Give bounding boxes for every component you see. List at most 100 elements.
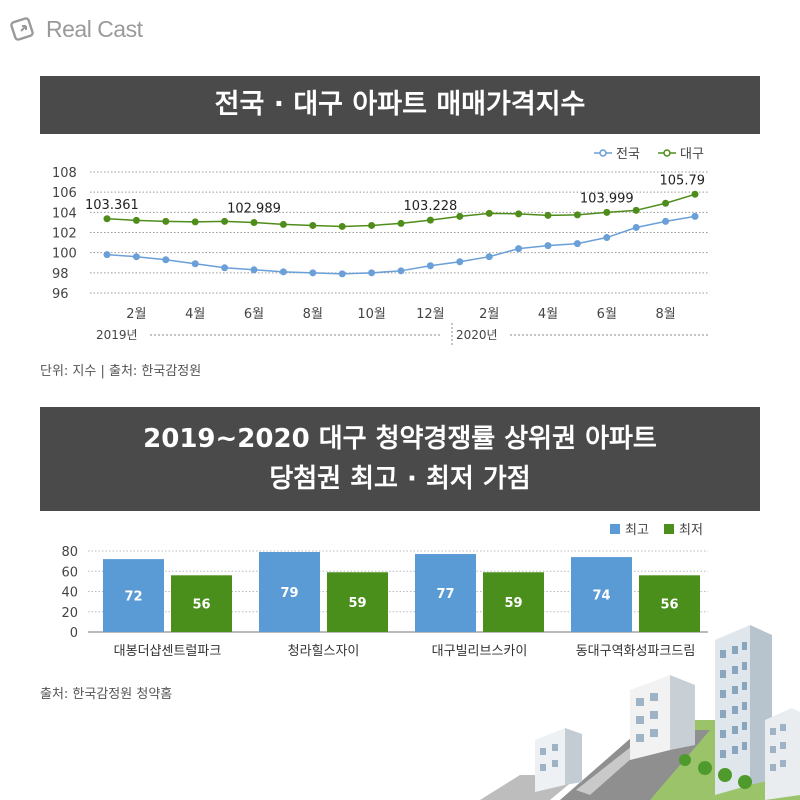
- bar: [571, 557, 632, 632]
- data-label: 103.361: [85, 198, 139, 213]
- legend-label: 최저: [679, 523, 703, 538]
- category-label: 대구빌리브스카이: [432, 644, 528, 659]
- subscription-source-note: 출처: 한국감정원 청약홈: [40, 687, 173, 702]
- mid-building: [630, 675, 695, 760]
- legend-marker: [599, 149, 607, 157]
- data-point: [221, 217, 229, 225]
- year-label: 2020년: [456, 328, 498, 342]
- y-tick-label: 108: [52, 166, 77, 181]
- price-index-line-chart: 96 98 100 102 104 106 108 2월 4월 6월 8월 10월 12월 2월 4월 6월 8…: [52, 147, 708, 345]
- subscription-bar-chart: 0 20 40 60 80 72 56 대봉더샵센트럴파크 79 59 청라힐스자이 77 59 대구빌리…: [61, 523, 708, 659]
- data-point: [662, 199, 670, 207]
- category-label: 동대구역화성파크드림: [576, 644, 696, 659]
- data-point: [279, 220, 287, 228]
- data-label: 102.989: [227, 202, 281, 217]
- bar: [103, 559, 164, 632]
- data-point: [191, 260, 199, 268]
- data-point: [338, 270, 346, 278]
- year-label: 2019년: [96, 328, 138, 342]
- trees: [679, 754, 752, 789]
- bar-value-label: 59: [348, 596, 366, 611]
- x-tick-label: 6월: [597, 307, 617, 322]
- bar: [415, 554, 476, 632]
- data-point: [691, 212, 699, 220]
- bar-value-label: 59: [504, 596, 522, 611]
- y-tick-label: 104: [52, 206, 77, 221]
- price-index-source-note: 단위: 지수 | 출처: 한국감정원: [40, 364, 202, 379]
- legend-swatch: [664, 524, 674, 534]
- legend-label: 대구: [680, 147, 704, 162]
- x-tick-label: 12월: [416, 307, 445, 322]
- data-point: [632, 223, 640, 231]
- data-point: [515, 210, 523, 218]
- y-tick-label: 96: [52, 287, 69, 302]
- data-point: [544, 211, 552, 219]
- subscription-title-line2: 당첨권 최고 · 최저 가점: [269, 464, 531, 494]
- subscription-title-line1: 2019~2020 대구 청약경쟁률 상위권 아파트: [143, 424, 657, 454]
- x-tick-label: 4월: [538, 307, 558, 322]
- x-tick-label: 8월: [655, 307, 675, 322]
- x-tick-label: 4월: [185, 307, 205, 322]
- data-point: [485, 209, 493, 217]
- data-point: [162, 217, 170, 225]
- logo-icon: [10, 17, 34, 41]
- legend-swatch: [610, 524, 620, 534]
- data-point: [632, 206, 640, 214]
- data-point: [456, 212, 464, 220]
- bar: [327, 572, 388, 632]
- data-point: [368, 221, 376, 229]
- data-point: [279, 268, 287, 276]
- data-point: [162, 256, 170, 264]
- bar: [483, 572, 544, 632]
- data-point: [397, 219, 405, 227]
- data-point: [456, 258, 464, 266]
- x-tick-label: 10월: [357, 307, 386, 322]
- y-tick-label: 80: [61, 545, 78, 560]
- data-point: [191, 218, 199, 226]
- data-point: [132, 216, 140, 224]
- data-point: [132, 253, 140, 261]
- x-tick-label: 6월: [244, 307, 264, 322]
- y-tick-label: 100: [52, 247, 77, 262]
- data-point: [221, 264, 229, 272]
- bar: [171, 575, 232, 632]
- bar-value-label: 77: [436, 587, 454, 602]
- small-building: [535, 728, 582, 792]
- data-point: [309, 269, 317, 277]
- data-point: [485, 253, 493, 261]
- data-point: [603, 234, 611, 242]
- data-point: [544, 242, 552, 250]
- data-point: [250, 266, 258, 274]
- bar-value-label: 56: [660, 598, 678, 613]
- y-tick-label: 0: [70, 626, 78, 641]
- bar-value-label: 79: [280, 586, 298, 601]
- bar: [259, 552, 320, 632]
- legend-label: 최고: [625, 523, 649, 538]
- data-point: [103, 215, 111, 223]
- data-point: [368, 269, 376, 277]
- bar: [639, 575, 700, 632]
- x-tick-label: 2월: [126, 307, 146, 322]
- bar-value-label: 56: [192, 598, 210, 613]
- data-point: [250, 219, 258, 227]
- data-label: 105.79: [660, 173, 706, 188]
- logo-text: Real Cast: [46, 15, 143, 42]
- data-point: [573, 240, 581, 248]
- y-tick-label: 106: [52, 186, 77, 201]
- x-tick-label: 8월: [303, 307, 323, 322]
- legend-label: 전국: [616, 147, 640, 162]
- data-point: [515, 245, 523, 253]
- data-point: [103, 251, 111, 259]
- data-point: [603, 208, 611, 216]
- y-tick-label: 40: [61, 586, 78, 601]
- bar-value-label: 72: [124, 590, 142, 605]
- category-label: 청라힐스자이: [288, 644, 360, 659]
- data-label: 103.228: [404, 199, 458, 214]
- data-point: [338, 222, 346, 230]
- y-tick-label: 98: [52, 267, 69, 282]
- data-point: [426, 216, 434, 224]
- data-point: [309, 221, 317, 229]
- y-tick-label: 60: [61, 565, 78, 580]
- category-label: 대봉더샵센트럴파크: [114, 644, 222, 659]
- right-building: [765, 708, 800, 800]
